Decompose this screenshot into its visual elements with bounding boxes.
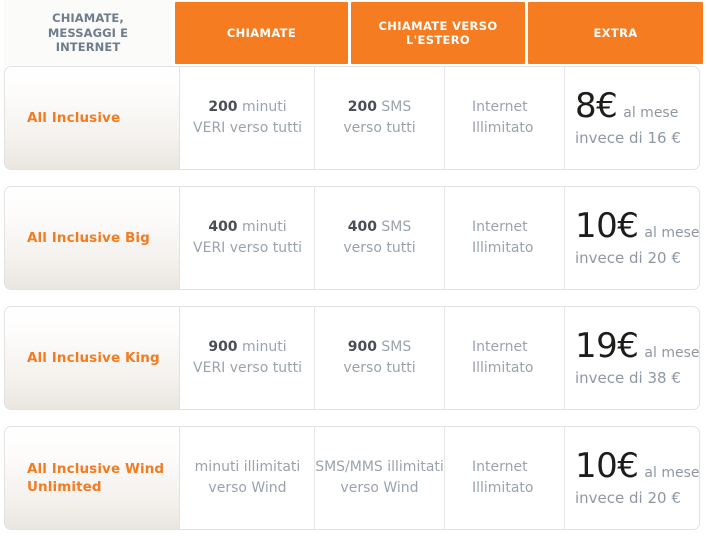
header-title-line-1: CHIAMATE, — [52, 11, 124, 26]
plan-name-cell[interactable]: All Inclusive King — [5, 307, 180, 409]
plan-calls-line-1: minuti illimitati — [195, 457, 301, 478]
plan-price-period: al mese — [644, 344, 700, 361]
plan-sms-line-2: verso Wind — [340, 480, 419, 496]
plan-calls-cell: 900 minuti VERI verso tutti — [181, 307, 315, 409]
tab-extra-label: EXTRA — [593, 25, 638, 40]
plan-sms-cell: 900 SMS verso tutti — [315, 307, 445, 409]
plan-price-amount: 19€ — [575, 325, 639, 366]
plan-calls-line-2: VERI verso tutti — [193, 120, 302, 136]
plan-calls-line-1: 200 minuti — [208, 97, 286, 118]
plan-sms-line-2: verso tutti — [343, 360, 416, 376]
plan-price-cell: 10€ al mese invece di 20 € — [565, 187, 699, 289]
plan-sms-unit: SMS — [381, 219, 412, 235]
plan-calls-line-1: 400 minuti — [208, 217, 286, 238]
plan-calls-line-2: verso Wind — [208, 480, 287, 496]
tab-chiamate-verso-lestero-label-line-2: L'ESTERO — [405, 33, 471, 47]
plan-calls-quantity: 200 — [208, 99, 238, 115]
plan-name-cell[interactable]: All Inclusive Big — [5, 187, 180, 289]
tab-extra[interactable]: EXTRA — [528, 2, 703, 64]
table-row[interactable]: All Inclusive King 900 minuti VERI verso… — [4, 306, 700, 410]
plan-calls-cell: 200 minuti VERI verso tutti — [181, 67, 315, 169]
plan-name-cell[interactable]: All Inclusive Wind Unlimited — [5, 427, 180, 529]
plan-internet-line-2: Illimitato — [472, 480, 534, 496]
header-title-cell: CHIAMATE, MESSAGGI E INTERNET — [4, 0, 172, 66]
plan-price-line: 8€ al mese — [575, 88, 678, 124]
plan-sms-unit: SMS — [381, 99, 412, 115]
plan-internet-line-2: Illimitato — [472, 240, 534, 256]
plan-internet-line-1: Internet — [472, 339, 528, 355]
plan-price-cell: 8€ al mese invece di 16 € — [565, 67, 699, 169]
plan-calls-cell: 400 minuti VERI verso tutti — [181, 187, 315, 289]
plan-internet-cell: Internet Illimitato — [445, 67, 565, 169]
plan-price-amount: 10€ — [575, 205, 639, 246]
plan-calls-cell: minuti illimitati verso Wind — [181, 427, 315, 529]
table-row[interactable]: All Inclusive 200 minuti VERI verso tutt… — [4, 66, 700, 170]
plan-price-amount: 10€ — [575, 445, 639, 486]
plan-rows-container: All Inclusive 200 minuti VERI verso tutt… — [0, 66, 707, 546]
plan-price-amount: 8€ — [575, 85, 618, 126]
tab-chiamate-verso-lestero-label-line-1: CHIAMATE VERSO — [378, 18, 498, 33]
plan-calls-unit: minuti illimitati — [194, 459, 301, 475]
plan-sms-cell: SMS/MMS illimitati verso Wind — [315, 427, 445, 529]
header-title-line-3: INTERNET — [55, 40, 121, 55]
plan-calls-unit: minuti — [242, 99, 287, 115]
tab-chiamate[interactable]: CHIAMATE — [175, 2, 348, 64]
plan-sms-line-1: 900 SMS — [348, 337, 412, 358]
plan-internet-cell: Internet Illimitato — [445, 307, 565, 409]
plan-calls-quantity: 400 — [208, 219, 238, 235]
plan-name-label: All Inclusive — [27, 110, 121, 126]
plan-sms-line-2: verso tutti — [343, 120, 416, 136]
plan-internet-cell: Internet Illimitato — [445, 427, 565, 529]
plan-internet-cell: Internet Illimitato — [445, 187, 565, 289]
plan-internet-line-2: Illimitato — [472, 360, 534, 376]
plan-name-cell[interactable]: All Inclusive — [5, 67, 180, 169]
table-row[interactable]: All Inclusive Big 400 minuti VERI verso … — [4, 186, 700, 290]
plan-sms-cell: 200 SMS verso tutti — [315, 67, 445, 169]
plan-price-line: 10€ al mese — [575, 448, 699, 484]
table-header-row: CHIAMATE, MESSAGGI E INTERNET CHIAMATE C… — [0, 0, 707, 66]
plan-price-original: invece di 16 € — [575, 128, 681, 147]
plan-price-original: invece di 20 € — [575, 488, 681, 507]
plan-price-period: al mese — [623, 104, 679, 121]
plan-calls-line-2: VERI verso tutti — [193, 240, 302, 256]
plan-sms-line-1: 200 SMS — [348, 97, 412, 118]
plan-sms-quantity: 200 — [347, 99, 377, 115]
plan-name-label: All Inclusive Big — [27, 230, 150, 246]
plan-sms-quantity: 400 — [347, 219, 377, 235]
plan-calls-unit: minuti — [242, 219, 287, 235]
plan-internet-line-1: Internet — [472, 459, 528, 475]
plan-sms-unit: SMS — [381, 339, 412, 355]
plan-internet-line-1: Internet — [472, 99, 528, 115]
plan-price-period: al mese — [644, 224, 700, 241]
tab-chiamate-verso-lestero[interactable]: CHIAMATE VERSO L'ESTERO — [351, 2, 525, 64]
plan-internet-line-1: Internet — [472, 219, 528, 235]
plan-price-original: invece di 38 € — [575, 368, 681, 387]
plan-calls-unit: minuti — [242, 339, 287, 355]
plan-sms-unit: SMS/MMS illimitati — [315, 459, 444, 475]
plan-price-cell: 19€ al mese invece di 38 € — [565, 307, 699, 409]
plan-calls-line-1: 900 minuti — [208, 337, 286, 358]
table-row[interactable]: All Inclusive Wind Unlimited minuti illi… — [4, 426, 700, 530]
plan-price-period: al mese — [644, 464, 700, 481]
plan-name-label: All Inclusive King — [27, 350, 160, 366]
plan-price-cell: 10€ al mese invece di 20 € — [565, 427, 699, 529]
plan-sms-quantity: 900 — [347, 339, 377, 355]
header-title-line-2: MESSAGGI E — [47, 25, 129, 40]
plan-price-line: 19€ al mese — [575, 328, 699, 364]
plan-calls-line-2: VERI verso tutti — [193, 360, 302, 376]
plan-internet-line-2: Illimitato — [472, 120, 534, 136]
plan-calls-quantity: 900 — [208, 339, 238, 355]
plan-sms-line-1: 400 SMS — [348, 217, 412, 238]
plan-price-original: invece di 20 € — [575, 248, 681, 267]
plan-price-line: 10€ al mese — [575, 208, 699, 244]
plan-sms-cell: 400 SMS verso tutti — [315, 187, 445, 289]
plan-name-label: All Inclusive Wind Unlimited — [27, 461, 165, 495]
tab-chiamate-label: CHIAMATE — [226, 25, 297, 40]
plan-sms-line-1: SMS/MMS illimitati — [315, 457, 444, 478]
plan-sms-line-2: verso tutti — [343, 240, 416, 256]
